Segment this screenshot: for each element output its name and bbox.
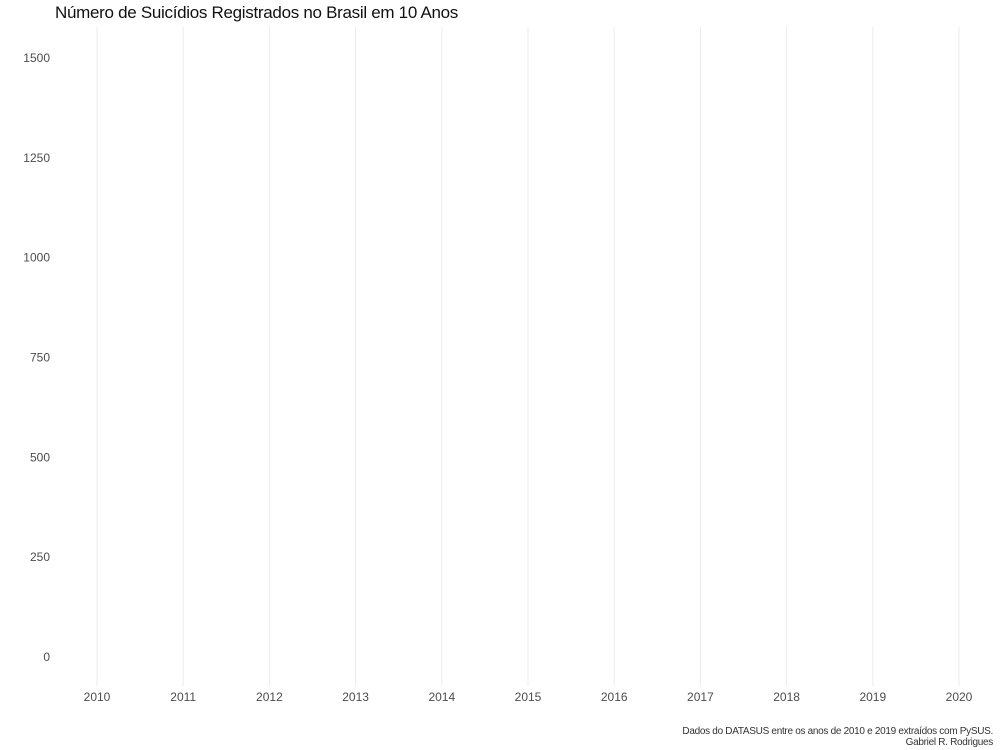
caption-author: Gabriel R. Rodrigues bbox=[905, 737, 994, 748]
y-tick-label: 1250 bbox=[23, 151, 50, 165]
x-tick-label: 2016 bbox=[601, 690, 628, 704]
y-tick-label: 1500 bbox=[23, 51, 50, 65]
grid-layer bbox=[96, 27, 960, 686]
y-tick-label: 1000 bbox=[23, 251, 50, 265]
x-tick-label: 2012 bbox=[256, 690, 283, 704]
chart-title: Número de Suicídios Registrados no Brasi… bbox=[55, 3, 459, 22]
y-axis-ticks: 0 250 500 750 1000 1250 1500 bbox=[23, 51, 50, 664]
caption-source: Dados do DATASUS entre os anos de 2010 e… bbox=[682, 726, 993, 737]
x-tick-label: 2020 bbox=[946, 690, 973, 704]
y-tick-label: 250 bbox=[30, 550, 50, 564]
x-tick-label: 2013 bbox=[342, 690, 369, 704]
x-axis-ticks: 2010 2011 2012 2013 2014 2015 2016 2017 2018 2019… bbox=[84, 690, 973, 704]
y-tick-label: 0 bbox=[43, 650, 50, 664]
x-tick-label: 2010 bbox=[84, 690, 111, 704]
y-tick-label: 750 bbox=[30, 351, 50, 365]
x-tick-label: 2014 bbox=[428, 690, 455, 704]
x-tick-label: 2019 bbox=[859, 690, 886, 704]
x-tick-label: 2018 bbox=[773, 690, 800, 704]
y-tick-label: 500 bbox=[30, 450, 50, 464]
x-tick-label: 2015 bbox=[515, 690, 542, 704]
x-tick-label: 2011 bbox=[170, 690, 196, 704]
x-tick-label: 2017 bbox=[687, 690, 714, 704]
